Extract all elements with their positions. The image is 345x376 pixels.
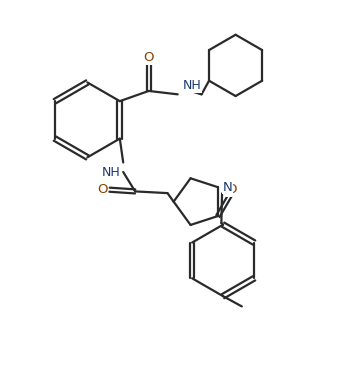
Text: NH: NH (102, 166, 121, 179)
Text: O: O (144, 51, 154, 64)
Text: O: O (97, 183, 107, 196)
Text: N: N (223, 181, 233, 194)
Text: O: O (226, 183, 237, 196)
Text: NH: NH (183, 79, 201, 92)
